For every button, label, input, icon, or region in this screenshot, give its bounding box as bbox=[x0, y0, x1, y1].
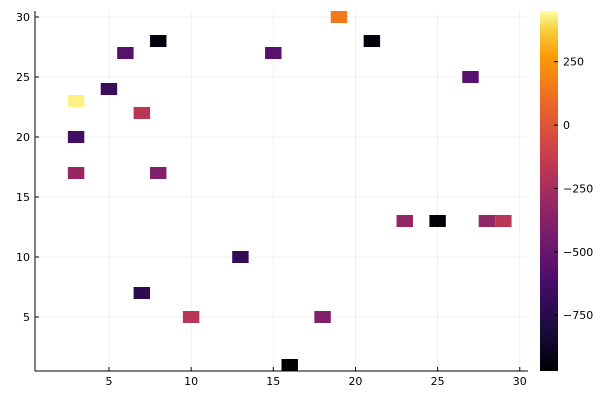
colorbar-tick-label: −750 bbox=[563, 309, 593, 322]
colorbar-tick-label: −250 bbox=[563, 182, 593, 195]
grid bbox=[35, 11, 528, 371]
y-tick-label: 15 bbox=[16, 191, 30, 204]
colorbar: −750 −500 −250 0 250 bbox=[540, 11, 593, 371]
colorbar-gradient bbox=[540, 11, 558, 371]
x-tick-label: 25 bbox=[431, 375, 445, 388]
x-tick-label: 10 bbox=[184, 375, 198, 388]
heatmap-cell bbox=[462, 71, 479, 83]
heatmap-cell bbox=[363, 35, 381, 47]
colorbar-tick-label: 0 bbox=[563, 119, 570, 132]
heatmap-cell bbox=[117, 47, 134, 59]
heatmap-cell bbox=[281, 359, 298, 371]
x-tick-label: 30 bbox=[513, 375, 527, 388]
heatmap-cell bbox=[133, 287, 151, 299]
colorbar-tick-label: −500 bbox=[563, 246, 593, 259]
y-tick-label: 30 bbox=[16, 11, 30, 24]
heatmap-cell bbox=[67, 95, 85, 107]
y-tick-label: 5 bbox=[23, 311, 30, 324]
heatmap-cell bbox=[133, 107, 151, 119]
heatmap-cell bbox=[495, 215, 512, 227]
heatmap-cell bbox=[314, 311, 331, 323]
heatmap-cell bbox=[429, 215, 446, 227]
heatmap-cell bbox=[265, 47, 282, 59]
y-tick-label: 25 bbox=[16, 71, 30, 84]
heatmap-cell bbox=[150, 167, 167, 179]
heatmap-cell bbox=[396, 215, 413, 227]
heatmap-cell bbox=[478, 215, 496, 227]
x-tick-label: 15 bbox=[266, 375, 280, 388]
colorbar-tick-label: 250 bbox=[563, 56, 584, 69]
x-tick-label: 20 bbox=[348, 375, 362, 388]
heatmap-cell bbox=[150, 35, 167, 47]
y-tick-label: 20 bbox=[16, 131, 30, 144]
heatmap-cell bbox=[182, 311, 200, 323]
heatmap-cell bbox=[330, 11, 348, 23]
x-tick-label: 5 bbox=[105, 375, 112, 388]
heatmap-cell bbox=[67, 131, 85, 143]
heatmap-cells bbox=[67, 11, 512, 371]
y-tick-label: 10 bbox=[16, 251, 30, 264]
heatmap-cell bbox=[67, 167, 85, 179]
heatmap-cell bbox=[100, 83, 118, 95]
axes: 5 10 15 20 25 30 5 10 15 20 25 30 bbox=[16, 11, 528, 388]
heatmap-cell bbox=[232, 251, 249, 263]
